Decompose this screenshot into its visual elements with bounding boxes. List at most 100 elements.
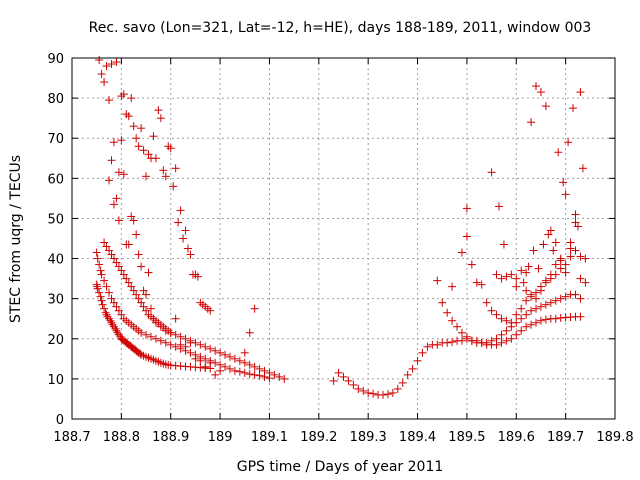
y-tick-label: 70 (47, 132, 64, 147)
data-point (549, 246, 558, 255)
data-point (137, 124, 146, 133)
data-point (112, 258, 121, 267)
x-tick-label: 189 (208, 430, 233, 445)
data-point (114, 262, 123, 271)
data-point (216, 348, 225, 357)
data-point (98, 300, 107, 309)
data-point (487, 168, 496, 177)
data-point (275, 372, 284, 381)
data-point (502, 326, 511, 335)
y-tick-label: 50 (47, 212, 64, 227)
data-point (127, 282, 136, 291)
data-point (359, 386, 368, 395)
data-point (556, 264, 565, 273)
data-point (95, 56, 104, 65)
data-point (566, 244, 575, 253)
data-point (176, 332, 185, 341)
y-tick-label: 60 (47, 172, 64, 187)
data-point (462, 204, 471, 213)
data-point (166, 340, 175, 349)
data-point (265, 368, 274, 377)
data-point (527, 320, 536, 329)
data-point (413, 356, 422, 365)
data-point (174, 218, 183, 227)
data-point (107, 294, 116, 303)
y-tick-label: 40 (47, 253, 64, 268)
data-point (527, 118, 536, 127)
data-point (134, 294, 143, 303)
data-point (105, 246, 114, 255)
chart-title: Rec. savo (Lon=321, Lat=-12, h=HE), days… (89, 20, 592, 36)
data-point (571, 210, 580, 219)
data-point (522, 268, 531, 277)
data-point (554, 148, 563, 157)
data-point (502, 316, 511, 325)
data-point (117, 310, 126, 319)
data-point (349, 380, 358, 389)
y-axis-label: STEC from uqrg / TECUs (8, 155, 24, 323)
data-point (344, 376, 353, 385)
data-point (96, 292, 105, 301)
data-point (507, 270, 516, 279)
data-point (512, 274, 521, 283)
data-point (457, 336, 466, 345)
data-point (551, 238, 560, 247)
data-point (339, 372, 348, 381)
data-point (119, 90, 128, 99)
x-tick-label: 189.3 (350, 430, 387, 445)
data-point (364, 388, 373, 397)
data-point (551, 260, 560, 269)
data-point (102, 310, 111, 319)
data-point (260, 366, 269, 375)
data-point (119, 170, 128, 179)
data-point (176, 340, 185, 349)
data-point (527, 290, 536, 299)
data-point (250, 304, 259, 313)
data-point (225, 364, 234, 373)
data-point (423, 342, 432, 351)
data-point (524, 262, 533, 271)
data-point (105, 96, 114, 105)
data-point (142, 306, 151, 315)
data-point (517, 304, 526, 313)
data-point (556, 254, 565, 263)
data-point (151, 318, 160, 327)
data-point (96, 266, 105, 275)
data-point (529, 246, 538, 255)
data-markers (92, 56, 590, 399)
data-point (181, 226, 190, 235)
plot-frame (71, 57, 616, 420)
data-point (571, 218, 580, 227)
data-point (240, 358, 249, 367)
data-point (561, 292, 570, 301)
data-point (536, 316, 545, 325)
data-point (383, 390, 392, 399)
data-point (124, 278, 133, 287)
data-point (453, 322, 462, 331)
data-point (156, 322, 165, 331)
data-point (561, 190, 570, 199)
data-point (482, 298, 491, 307)
data-point (117, 136, 126, 145)
data-point (497, 314, 506, 323)
data-point (536, 88, 545, 97)
data-point (176, 206, 185, 215)
data-point (507, 318, 516, 327)
data-point (107, 60, 116, 69)
y-tick-label: 0 (56, 413, 64, 428)
data-point (206, 358, 215, 367)
data-point (161, 172, 170, 181)
data-point (206, 306, 215, 315)
data-point (522, 296, 531, 305)
data-point (517, 326, 526, 335)
data-point (438, 298, 447, 307)
data-point (512, 282, 521, 291)
data-point (235, 356, 244, 365)
data-point (117, 266, 126, 275)
data-point (507, 334, 516, 343)
data-point (105, 314, 114, 323)
data-point (494, 202, 503, 211)
x-tick-label: 189.5 (448, 430, 485, 445)
data-point (457, 328, 466, 337)
